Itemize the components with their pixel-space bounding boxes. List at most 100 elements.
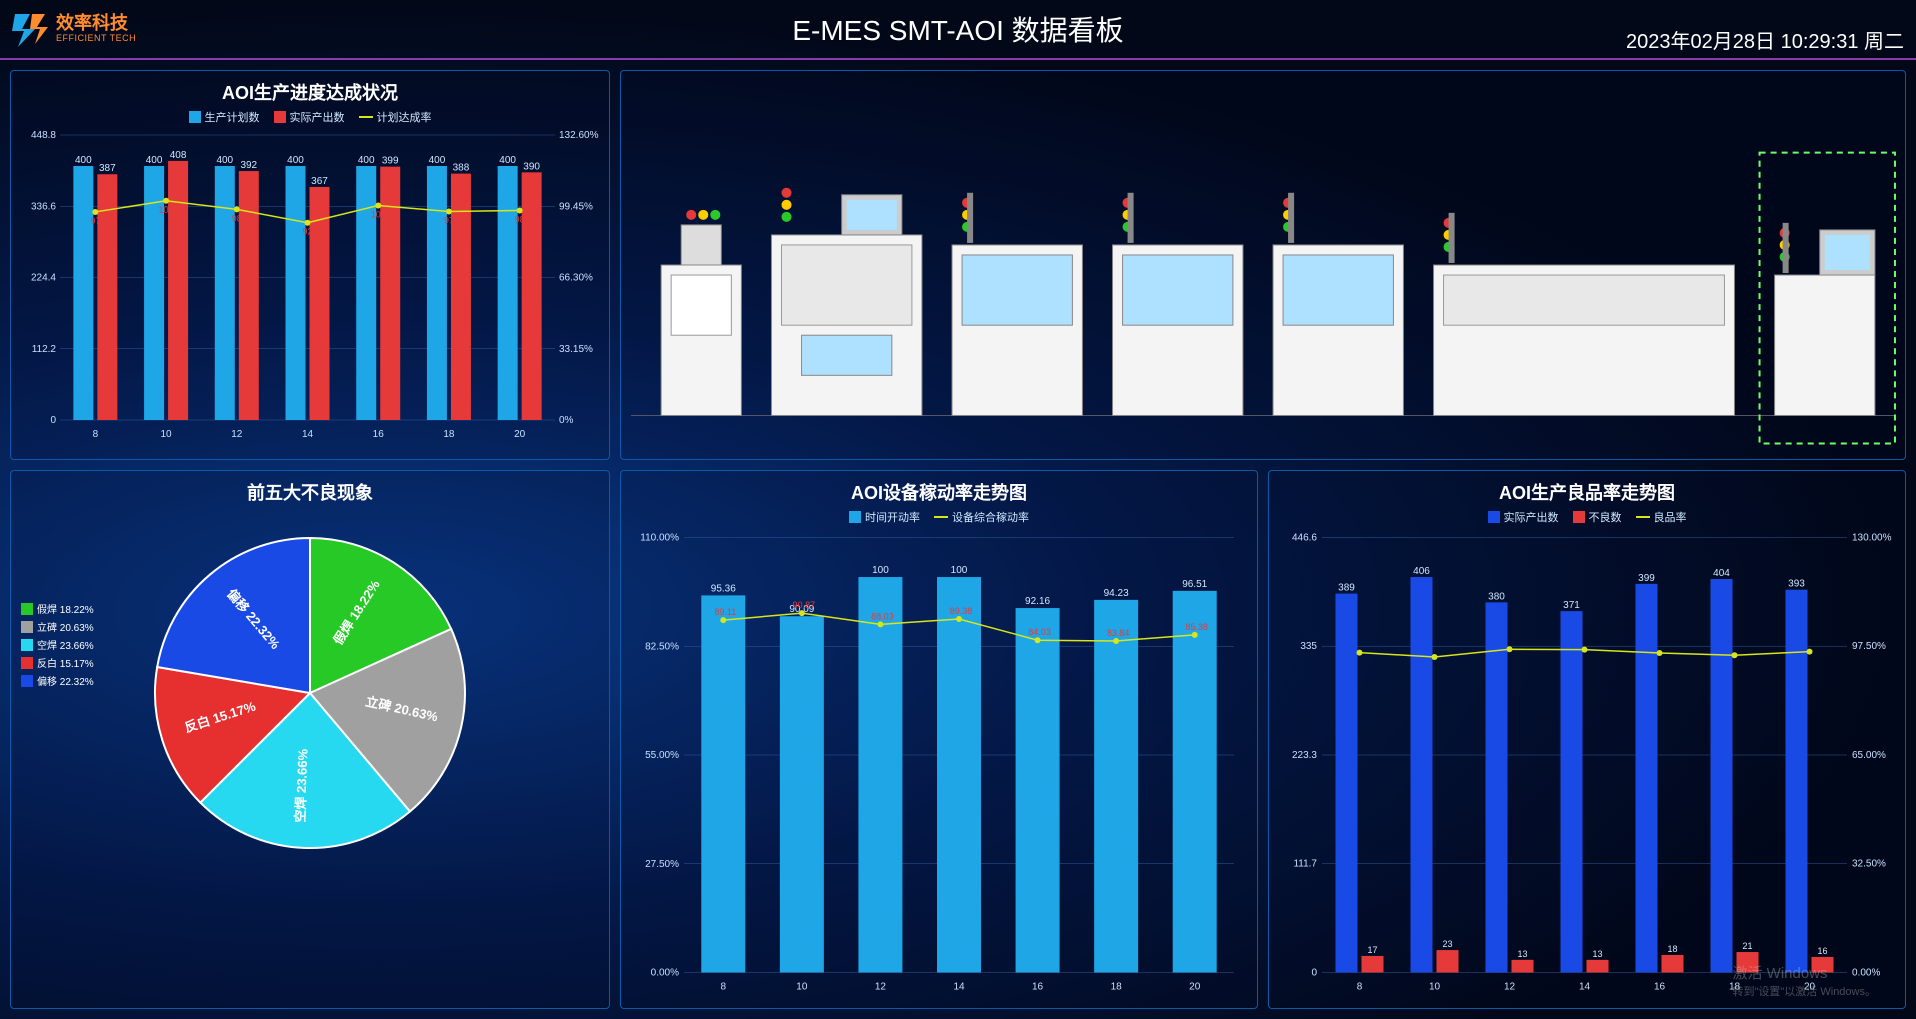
- svg-text:90.87: 90.87: [793, 600, 816, 610]
- svg-text:10: 10: [796, 982, 808, 993]
- utilization-chart: 0.00%27.50%55.00%82.50%110.00%95.36890.0…: [629, 525, 1249, 1000]
- svg-text:388: 388: [453, 163, 470, 174]
- defect-title: 前五大不良现象: [247, 479, 373, 505]
- svg-text:399: 399: [382, 156, 399, 167]
- svg-text:94.23: 94.23: [1104, 588, 1129, 599]
- svg-text:446.6: 446.6: [1292, 533, 1317, 544]
- svg-text:14: 14: [302, 429, 314, 440]
- svg-text:空焊 23.66%: 空焊 23.66%: [292, 748, 310, 823]
- progress-chart: 00%112.233.15%224.466.30%336.699.45%448.…: [19, 125, 601, 445]
- svg-text:400: 400: [216, 155, 233, 166]
- svg-text:18: 18: [1111, 982, 1123, 993]
- svg-text:13: 13: [1592, 949, 1602, 959]
- svg-text:371: 371: [1563, 600, 1580, 611]
- defect-legend: 假焊 18.22% 立碑 20.63% 空焊 23.66% 反白 15.17% …: [21, 601, 94, 691]
- svg-text:110.00%: 110.00%: [640, 533, 679, 544]
- defect-pie-chart: 假焊 18.22%立碑 20.63%空焊 23.66%反白 15.17%偏移 2…: [130, 513, 490, 873]
- svg-text:367: 367: [311, 176, 328, 187]
- progress-panel: AOI生产进度达成状况 生产计划数 实际产出数 计划达成率 00%112.233…: [10, 70, 610, 460]
- svg-text:393: 393: [1788, 579, 1805, 590]
- svg-text:14: 14: [1579, 982, 1591, 993]
- svg-text:400: 400: [75, 155, 92, 166]
- page-title: E-MES SMT-AOI 数据看板: [792, 9, 1123, 49]
- header: 效率科技 EFFICIENT TECH E-MES SMT-AOI 数据看板 2…: [0, 0, 1916, 60]
- yield-panel: AOI生产良品率走势图 实际产出数 不良数 良品率 00.00%111.732.…: [1268, 470, 1906, 1009]
- svg-text:27.50%: 27.50%: [645, 859, 679, 870]
- svg-text:99.45%: 99.45%: [559, 201, 593, 212]
- svg-text:100: 100: [951, 565, 968, 576]
- logo-text-cn: 效率科技: [56, 14, 136, 34]
- svg-text:16: 16: [373, 429, 385, 440]
- svg-text:66.30%: 66.30%: [559, 273, 593, 284]
- svg-text:0: 0: [1311, 968, 1317, 979]
- svg-text:23: 23: [1442, 939, 1452, 949]
- svg-text:96.51: 96.51: [1182, 579, 1207, 590]
- svg-text:400: 400: [499, 155, 516, 166]
- svg-text:33.15%: 33.15%: [559, 344, 593, 355]
- yield-title: AOI生产良品率走势图: [1277, 479, 1897, 505]
- svg-text:88.03: 88.03: [871, 611, 894, 621]
- svg-text:8: 8: [721, 982, 727, 993]
- svg-text:0.00%: 0.00%: [651, 968, 679, 979]
- svg-text:8: 8: [1357, 982, 1363, 993]
- svg-text:400: 400: [358, 155, 375, 166]
- svg-text:10: 10: [1429, 982, 1441, 993]
- svg-text:14: 14: [953, 982, 965, 993]
- svg-text:97: 97: [90, 216, 100, 226]
- logo: 效率科技 EFFICIENT TECH: [0, 9, 136, 49]
- svg-text:102: 102: [159, 205, 174, 215]
- svg-text:12: 12: [875, 982, 887, 993]
- svg-text:20: 20: [514, 429, 526, 440]
- svg-text:20: 20: [1804, 982, 1816, 993]
- svg-text:0: 0: [50, 415, 56, 426]
- svg-text:55.00%: 55.00%: [645, 750, 679, 761]
- svg-text:224.4: 224.4: [31, 273, 56, 284]
- progress-legend: 生产计划数 实际产出数 计划达成率: [19, 109, 601, 125]
- svg-text:92: 92: [302, 227, 312, 237]
- datetime: 2023年02月28日 10:29:31 周二: [1626, 25, 1904, 54]
- svg-text:18: 18: [443, 429, 455, 440]
- svg-text:89.11: 89.11: [714, 607, 736, 617]
- svg-text:336.6: 336.6: [31, 201, 56, 212]
- svg-text:16: 16: [1654, 982, 1666, 993]
- svg-text:8: 8: [93, 429, 99, 440]
- svg-text:387: 387: [99, 163, 116, 174]
- svg-text:100: 100: [371, 209, 386, 219]
- svg-text:0.00%: 0.00%: [1852, 968, 1880, 979]
- svg-text:85.38: 85.38: [1185, 622, 1208, 632]
- svg-text:380: 380: [1488, 591, 1505, 602]
- svg-text:21: 21: [1742, 941, 1752, 951]
- svg-text:12: 12: [1504, 982, 1516, 993]
- svg-text:97: 97: [444, 216, 454, 226]
- utilization-panel: AOI设备稼动率走势图 时间开动率 设备综合稼动率 0.00%27.50%55.…: [620, 470, 1258, 1009]
- svg-text:392: 392: [240, 160, 257, 171]
- svg-text:92.16: 92.16: [1025, 596, 1050, 607]
- svg-text:112.2: 112.2: [32, 344, 57, 355]
- svg-text:84.03: 84.03: [1028, 627, 1051, 637]
- svg-text:82.50%: 82.50%: [645, 641, 679, 652]
- svg-text:132.60%: 132.60%: [559, 130, 599, 141]
- yield-chart: 00.00%111.732.50%223.365.00%33597.50%446…: [1277, 525, 1897, 1000]
- svg-text:10: 10: [161, 429, 173, 440]
- utilization-title: AOI设备稼动率走势图: [629, 479, 1249, 505]
- svg-text:223.3: 223.3: [1292, 750, 1317, 761]
- svg-text:97.50%: 97.50%: [1852, 641, 1886, 652]
- svg-text:399: 399: [1638, 573, 1655, 584]
- svg-text:95.36: 95.36: [711, 583, 736, 594]
- svg-text:65.00%: 65.00%: [1852, 750, 1886, 761]
- svg-text:16: 16: [1817, 946, 1827, 956]
- machines-illustration: [621, 71, 1905, 459]
- svg-text:20: 20: [1189, 982, 1201, 993]
- svg-text:83.84: 83.84: [1107, 628, 1130, 638]
- svg-text:13: 13: [1517, 949, 1527, 959]
- machines-panel: [620, 70, 1906, 460]
- svg-text:17: 17: [1367, 945, 1377, 955]
- svg-text:18: 18: [1729, 982, 1741, 993]
- svg-text:448.8: 448.8: [31, 130, 56, 141]
- svg-text:89.38: 89.38: [950, 606, 973, 616]
- bottom-right-split: AOI设备稼动率走势图 时间开动率 设备综合稼动率 0.00%27.50%55.…: [620, 470, 1906, 1009]
- svg-text:335: 335: [1300, 641, 1317, 652]
- svg-text:404: 404: [1713, 568, 1730, 579]
- svg-text:390: 390: [523, 161, 540, 172]
- logo-text-en: EFFICIENT TECH: [56, 34, 136, 44]
